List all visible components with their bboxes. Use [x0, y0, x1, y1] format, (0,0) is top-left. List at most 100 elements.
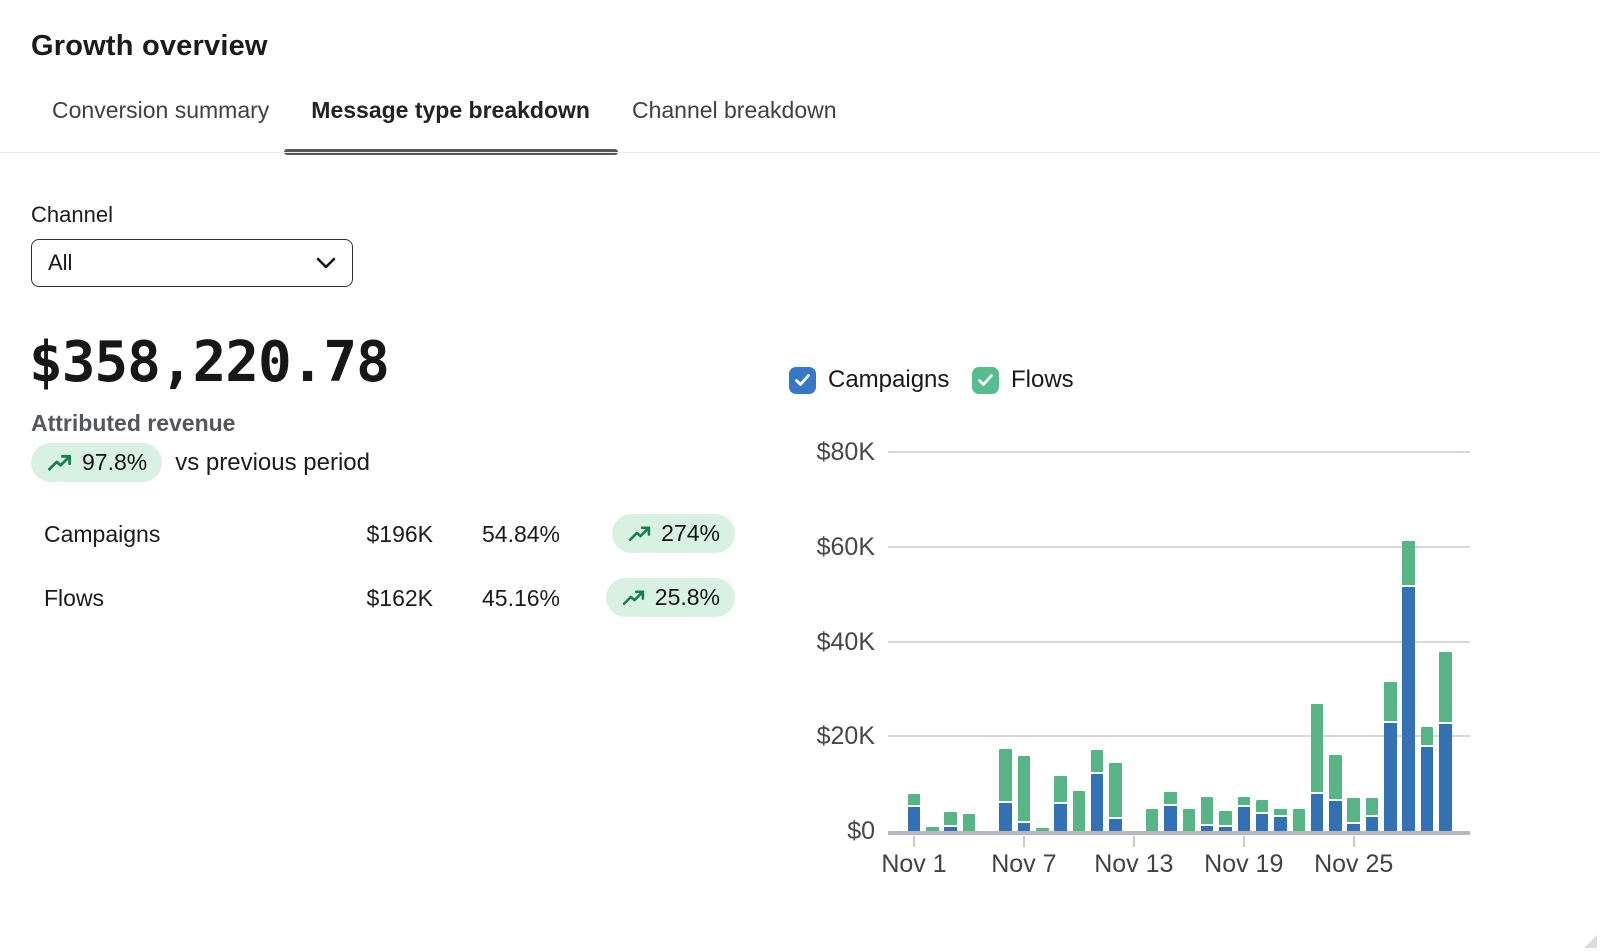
x-axis-tick	[1242, 836, 1245, 847]
bar-segment-flows[interactable]	[1109, 762, 1122, 818]
bar-segment-flows[interactable]	[1402, 541, 1415, 585]
bar-segment-campaigns[interactable]	[1347, 823, 1360, 831]
bar-segment-flows[interactable]	[1274, 808, 1287, 815]
legend-item-flows: Flows	[972, 366, 1074, 394]
checkmark-icon	[795, 374, 810, 386]
gridline	[888, 451, 1470, 453]
gridline	[888, 545, 1470, 548]
bar-segment-flows[interactable]	[1439, 652, 1452, 722]
bar-segment-campaigns[interactable]	[1164, 806, 1177, 831]
x-axis-tick	[1022, 836, 1025, 847]
bar-segment-flows[interactable]	[1164, 791, 1177, 805]
bar-segment-campaigns[interactable]	[944, 827, 957, 831]
bar-segment-campaigns[interactable]	[907, 807, 921, 831]
bar-segment-flows[interactable]	[944, 812, 957, 826]
bar-segment-flows[interactable]	[1384, 681, 1397, 721]
bar-segment-flows[interactable]	[907, 794, 921, 806]
bar-segment-campaigns[interactable]	[1439, 723, 1452, 831]
bar-segment-flows[interactable]	[1365, 798, 1379, 815]
bar-segment-flows[interactable]	[1219, 811, 1232, 825]
legend-item-campaigns: Campaigns	[789, 366, 949, 394]
row-value: $196K	[366, 521, 433, 547]
bar-segment-flows[interactable]	[1036, 827, 1049, 831]
bar-segment-campaigns[interactable]	[1402, 587, 1415, 831]
bar-segment-campaigns[interactable]	[1274, 816, 1287, 831]
bar-segment-campaigns[interactable]	[1109, 819, 1122, 831]
flows-checkbox[interactable]	[972, 366, 999, 394]
bar-segment-campaigns[interactable]	[1420, 746, 1434, 831]
bar-segment-campaigns[interactable]	[1237, 807, 1250, 831]
bar-segment-flows[interactable]	[1200, 796, 1214, 824]
gridline	[888, 831, 1470, 835]
bar-segment-flows[interactable]	[1145, 809, 1159, 831]
bar-segment-flows[interactable]	[1329, 755, 1342, 800]
x-axis-tick	[1352, 836, 1355, 847]
bar-segment-flows[interactable]	[999, 748, 1012, 801]
bar-segment-flows[interactable]	[1237, 796, 1250, 806]
legend-label: Flows	[1011, 366, 1074, 393]
trending-up-icon	[622, 590, 644, 606]
bar-segment-campaigns[interactable]	[999, 802, 1012, 831]
change-vs-previous: 97.8% vs previous period	[31, 443, 370, 482]
bar-segment-campaigns[interactable]	[1310, 794, 1324, 831]
page-title: Growth overview	[31, 30, 268, 62]
bar-segment-flows[interactable]	[1310, 704, 1324, 792]
x-axis-tick	[1132, 836, 1135, 847]
bar-segment-flows[interactable]	[1292, 809, 1305, 831]
tab-bar: Conversion summary Message type breakdow…	[31, 93, 1600, 155]
row-share: 54.84%	[481, 521, 560, 547]
bar-segment-campaigns[interactable]	[1219, 826, 1232, 831]
bar-segment-campaigns[interactable]	[1255, 814, 1269, 831]
bar-segment-campaigns[interactable]	[1090, 774, 1104, 831]
tab-conversion-summary[interactable]: Conversion summary	[52, 97, 270, 123]
channel-select-value: All	[48, 250, 73, 275]
chevron-down-icon	[316, 257, 336, 269]
x-axis-tick-label: Nov 7	[991, 850, 1057, 878]
bar-segment-flows[interactable]	[1420, 726, 1434, 745]
y-axis-tick-label: $40K	[816, 627, 875, 656]
gridline	[888, 735, 1470, 738]
tabs-divider	[0, 152, 1600, 153]
tab-message-type-breakdown[interactable]: Message type breakdown	[284, 93, 618, 155]
bar-segment-flows[interactable]	[1347, 798, 1360, 822]
x-axis-tick-label: Nov 1	[881, 850, 947, 878]
bar-segment-flows[interactable]	[962, 813, 976, 831]
change-badge: 97.8%	[31, 443, 163, 482]
y-axis-tick-label: $60K	[816, 532, 875, 561]
row-value: $162K	[366, 585, 433, 611]
bar-segment-flows[interactable]	[1072, 791, 1086, 831]
channel-filter-label: Channel	[31, 202, 113, 227]
channel-select[interactable]: All	[31, 239, 353, 287]
attributed-revenue-label: Attributed revenue	[31, 410, 236, 436]
tab-channel-breakdown[interactable]: Channel breakdown	[631, 97, 837, 123]
bar-segment-campaigns[interactable]	[1384, 723, 1397, 831]
table-row-campaigns: Campaigns $196K 54.84% 274%	[0, 514, 780, 554]
bar-segment-campaigns[interactable]	[1329, 801, 1342, 831]
bar-segment-flows[interactable]	[1090, 750, 1104, 773]
change-suffix: vs previous period	[175, 448, 370, 476]
row-change-value: 25.8%	[654, 584, 720, 610]
bar-segment-campaigns[interactable]	[1054, 804, 1067, 831]
bar-segment-campaigns[interactable]	[1365, 816, 1379, 831]
x-axis-tick-label: Nov 13	[1094, 850, 1174, 878]
resize-grip-icon[interactable]	[1584, 935, 1597, 948]
attributed-revenue-value: $358,220.78	[29, 330, 390, 395]
row-share: 45.16%	[481, 585, 560, 611]
bar-segment-campaigns[interactable]	[1200, 825, 1214, 831]
bar-segment-flows[interactable]	[1182, 809, 1196, 831]
row-change-value: 274%	[661, 520, 720, 546]
bar-segment-flows[interactable]	[1054, 775, 1067, 802]
y-axis-tick-label: $20K	[816, 722, 875, 751]
plot-area	[888, 451, 1470, 835]
y-axis-tick-label: $80K	[816, 438, 875, 466]
bar-segment-flows[interactable]	[1255, 800, 1269, 813]
bar-segment-flows[interactable]	[926, 826, 939, 831]
y-axis-tick-label: $0	[847, 817, 875, 845]
bar-segment-flows[interactable]	[1017, 755, 1031, 822]
x-axis-tick	[913, 836, 915, 847]
checkmark-icon	[978, 374, 993, 386]
x-axis-tick-label: Nov 19	[1204, 850, 1284, 878]
x-axis-tick-label: Nov 25	[1314, 850, 1394, 878]
bar-segment-campaigns[interactable]	[1017, 823, 1031, 831]
campaigns-checkbox[interactable]	[789, 366, 816, 394]
